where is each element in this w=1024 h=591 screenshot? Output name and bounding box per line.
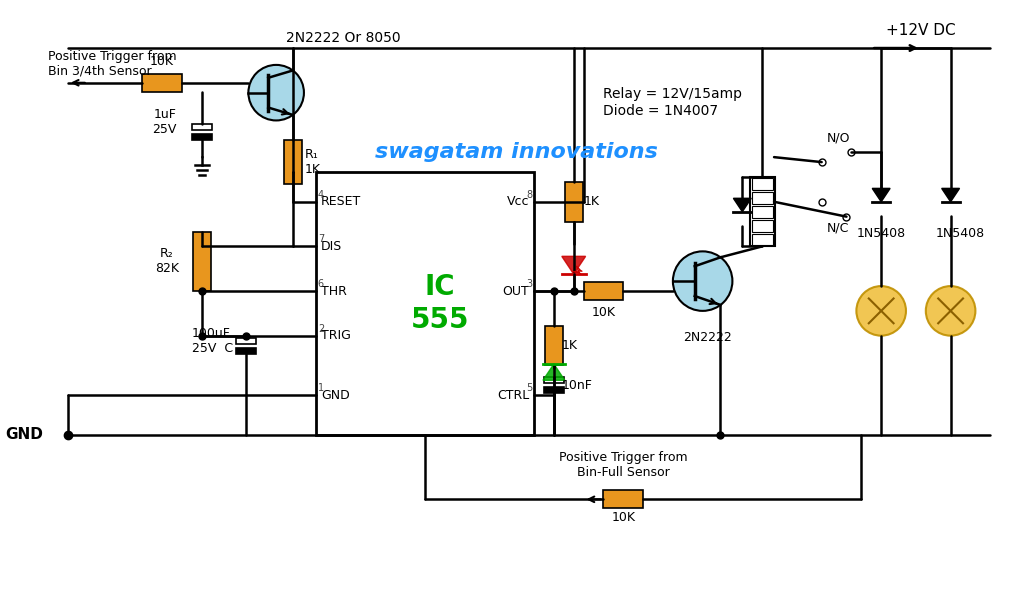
Text: 1K: 1K — [562, 339, 578, 352]
Text: GND: GND — [5, 427, 43, 442]
Circle shape — [249, 65, 304, 121]
Polygon shape — [872, 189, 890, 202]
Text: R₁
1K: R₁ 1K — [305, 148, 321, 176]
FancyBboxPatch shape — [142, 74, 182, 92]
Bar — [544, 387, 564, 393]
Bar — [752, 206, 772, 217]
Text: Vᴄᴄ: Vᴄᴄ — [507, 195, 529, 208]
FancyBboxPatch shape — [565, 182, 583, 222]
Text: 10K: 10K — [611, 511, 635, 524]
Text: TRIG: TRIG — [321, 329, 350, 342]
Polygon shape — [942, 189, 959, 202]
Text: 1: 1 — [317, 383, 324, 393]
FancyBboxPatch shape — [603, 491, 643, 508]
Text: Relay = 12V/15amp
Diode = 1N4007: Relay = 12V/15amp Diode = 1N4007 — [603, 87, 742, 118]
Text: CTRL: CTRL — [497, 389, 529, 402]
Text: 8: 8 — [526, 190, 532, 200]
Bar — [752, 192, 772, 204]
FancyBboxPatch shape — [584, 282, 624, 300]
Text: 7: 7 — [317, 235, 324, 245]
Text: OUT: OUT — [503, 284, 529, 297]
Bar — [237, 337, 256, 343]
Text: Positive Trigger from
Bin-Full Sensor: Positive Trigger from Bin-Full Sensor — [559, 452, 687, 479]
Text: 5: 5 — [525, 383, 532, 393]
Text: 2N2222: 2N2222 — [683, 331, 732, 344]
Text: 100uF
25V  C: 100uF 25V C — [191, 327, 233, 355]
Text: +12V DC: +12V DC — [886, 23, 955, 38]
Circle shape — [926, 286, 976, 336]
Text: RESET: RESET — [321, 195, 361, 208]
Text: THR: THR — [321, 284, 347, 297]
Bar — [752, 178, 772, 190]
Text: Positive Trigger from
Bin 3/4th Sensor: Positive Trigger from Bin 3/4th Sensor — [48, 50, 177, 78]
Text: N/O: N/O — [826, 131, 850, 144]
Text: 1uF
25V: 1uF 25V — [153, 108, 177, 137]
Bar — [752, 220, 772, 232]
Bar — [544, 377, 564, 384]
Bar — [752, 233, 772, 245]
FancyBboxPatch shape — [545, 326, 563, 365]
Text: 10K: 10K — [151, 55, 174, 68]
Text: 1N5408: 1N5408 — [936, 226, 985, 239]
Bar — [191, 134, 212, 140]
Text: swagatam innovations: swagatam innovations — [376, 142, 658, 162]
Text: 10K: 10K — [592, 306, 615, 319]
Text: 3: 3 — [526, 279, 532, 289]
Polygon shape — [733, 199, 752, 212]
Text: IC
555: IC 555 — [411, 273, 469, 334]
FancyBboxPatch shape — [193, 232, 211, 291]
Text: R₂
82K: R₂ 82K — [155, 247, 179, 275]
Text: 6: 6 — [317, 279, 324, 289]
Bar — [237, 348, 256, 353]
Bar — [750, 177, 774, 246]
Text: 1K: 1K — [584, 195, 600, 208]
Circle shape — [856, 286, 906, 336]
Text: 10nF: 10nF — [562, 379, 593, 392]
Text: 4: 4 — [317, 190, 324, 200]
Text: DIS: DIS — [321, 240, 342, 253]
Text: GND: GND — [321, 389, 349, 402]
Text: 2N2222 Or 8050: 2N2222 Or 8050 — [286, 31, 400, 45]
Text: 2: 2 — [317, 324, 324, 334]
Text: 1N5408: 1N5408 — [857, 226, 906, 239]
Text: N/C: N/C — [826, 222, 849, 235]
FancyBboxPatch shape — [284, 140, 302, 184]
Polygon shape — [562, 256, 586, 274]
Polygon shape — [543, 364, 565, 380]
Bar — [191, 125, 212, 131]
Bar — [315, 172, 535, 435]
Circle shape — [673, 251, 732, 311]
